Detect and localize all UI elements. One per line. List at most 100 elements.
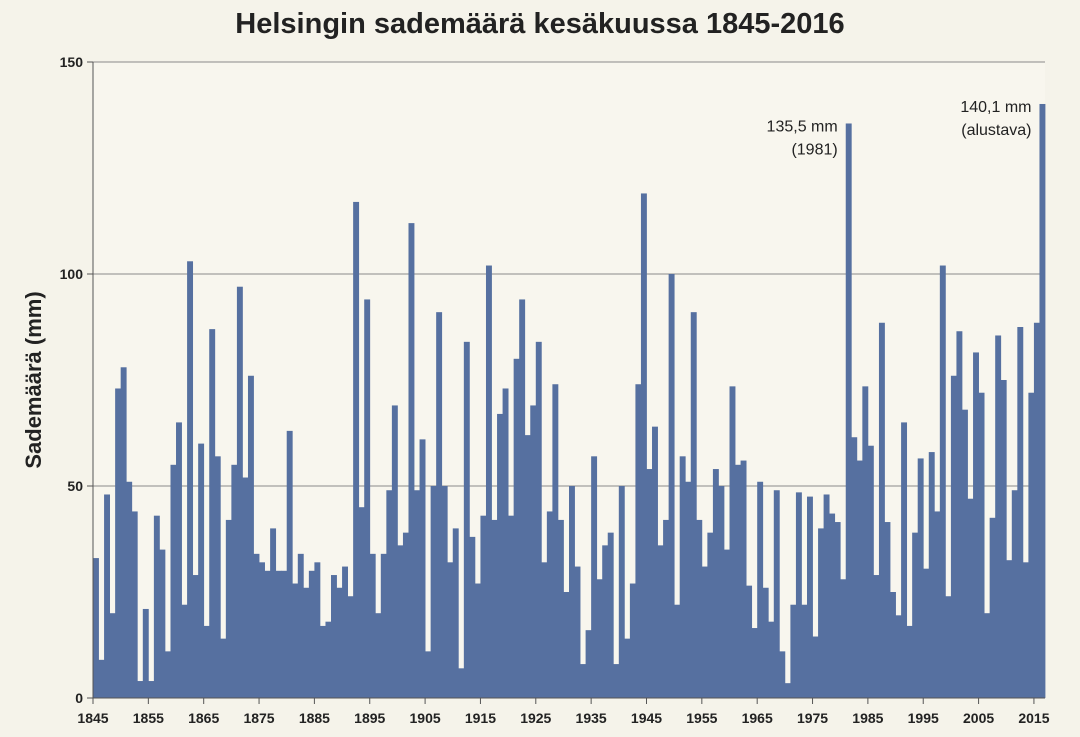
- x-tick-label: 1945: [631, 710, 662, 726]
- y-tick-label: 50: [67, 478, 83, 494]
- bar-1943: [635, 384, 642, 698]
- bar-1989: [890, 592, 896, 698]
- bar-2002: [961, 409, 968, 698]
- bar-1949: [668, 274, 675, 698]
- bar-1934: [585, 630, 592, 698]
- bar-1891: [347, 596, 354, 698]
- bar-1915: [480, 515, 487, 698]
- bar-1980: [840, 579, 847, 698]
- bar-1856: [153, 515, 160, 698]
- x-tick-label: 1875: [243, 710, 274, 726]
- bar-1929: [557, 519, 564, 698]
- bar-1982: [851, 437, 858, 698]
- bar-1978: [829, 513, 836, 698]
- x-tick-label: 1985: [852, 710, 883, 726]
- bar-1850: [120, 367, 127, 698]
- bar-1928: [552, 384, 559, 698]
- bar-1882: [297, 553, 304, 698]
- bar-1847: [104, 494, 110, 698]
- bar-1975: [812, 636, 819, 698]
- bar-1993: [912, 532, 919, 698]
- bar-1900: [397, 545, 404, 698]
- bar-1913: [469, 536, 476, 698]
- x-tick-label: 1905: [410, 710, 441, 726]
- bar-1976: [818, 528, 824, 698]
- bar-1896: [375, 613, 382, 698]
- bar-1969: [779, 651, 786, 698]
- x-tick-label: 2015: [1018, 710, 1049, 726]
- bar-1981: [845, 123, 852, 699]
- bar-1881: [292, 583, 299, 698]
- bar-1873: [247, 375, 254, 698]
- bar-1854: [142, 608, 149, 698]
- annotations: 135,5 mm (1981) 140,1 mm (alustava): [767, 99, 1032, 159]
- bar-1899: [391, 405, 398, 698]
- bar-1914: [474, 583, 481, 698]
- x-tick-label: 1915: [465, 710, 496, 726]
- bar-2006: [984, 613, 991, 698]
- bar-1962: [740, 460, 747, 698]
- bar-1879: [281, 570, 288, 698]
- bar-1895: [369, 553, 376, 698]
- bar-1933: [580, 664, 586, 698]
- bar-2009: [1000, 380, 1007, 698]
- bar-1990: [895, 615, 902, 698]
- bar-1987: [878, 322, 885, 698]
- bar-2010: [1006, 560, 1013, 698]
- bar-1911: [458, 668, 465, 698]
- bar-1890: [342, 566, 348, 698]
- bar-1848: [109, 613, 116, 698]
- bar-1999: [945, 596, 952, 698]
- bar-1894: [364, 299, 371, 698]
- bar-1938: [607, 532, 614, 698]
- bar-1883: [303, 587, 310, 698]
- bar-2001: [956, 331, 963, 698]
- bar-1924: [530, 405, 537, 698]
- bar-1988: [884, 522, 891, 698]
- bar-1983: [856, 460, 863, 698]
- chart-title: Helsingin sademäärä kesäkuussa 1845-2016: [235, 8, 845, 40]
- bar-1885: [314, 562, 321, 698]
- bar-1864: [198, 443, 205, 698]
- bar-1946: [652, 426, 658, 698]
- bar-1865: [203, 625, 210, 698]
- bar-1922: [519, 299, 526, 698]
- bar-1948: [663, 519, 670, 698]
- x-tick-label: 1955: [686, 710, 717, 726]
- y-tick-label: 150: [60, 54, 84, 70]
- bar-2004: [973, 352, 979, 698]
- bar-1910: [452, 528, 459, 698]
- bar-1863: [192, 575, 199, 698]
- bar-1908: [441, 486, 448, 698]
- bar-1965: [757, 481, 764, 698]
- bar-1901: [402, 532, 409, 698]
- bar-1897: [380, 553, 387, 698]
- bar-1872: [242, 477, 249, 698]
- bar-1925: [535, 341, 542, 698]
- bar-1985: [867, 445, 874, 698]
- bar-1921: [513, 358, 520, 698]
- bar-1956: [707, 532, 714, 698]
- bar-1868: [220, 638, 227, 698]
- x-tick-label: 1925: [520, 710, 551, 726]
- bar-1892: [353, 201, 360, 699]
- bar-1870: [231, 464, 238, 698]
- bar-1927: [546, 511, 553, 698]
- bar-1954: [696, 519, 703, 698]
- bar-2015: [1033, 322, 1040, 698]
- bar-1874: [253, 553, 260, 698]
- bar-1995: [923, 568, 930, 698]
- bar-1967: [768, 621, 775, 698]
- bar-1853: [137, 681, 144, 698]
- bar-1963: [746, 585, 753, 698]
- bar-1887: [325, 621, 332, 698]
- bar-1994: [917, 458, 924, 698]
- bar-1893: [358, 507, 365, 698]
- bar-1937: [602, 545, 609, 698]
- bar-1852: [131, 511, 138, 698]
- bar-1871: [236, 286, 243, 698]
- bar-1877: [270, 528, 277, 698]
- bar-1912: [463, 341, 470, 698]
- bar-2014: [1028, 392, 1035, 698]
